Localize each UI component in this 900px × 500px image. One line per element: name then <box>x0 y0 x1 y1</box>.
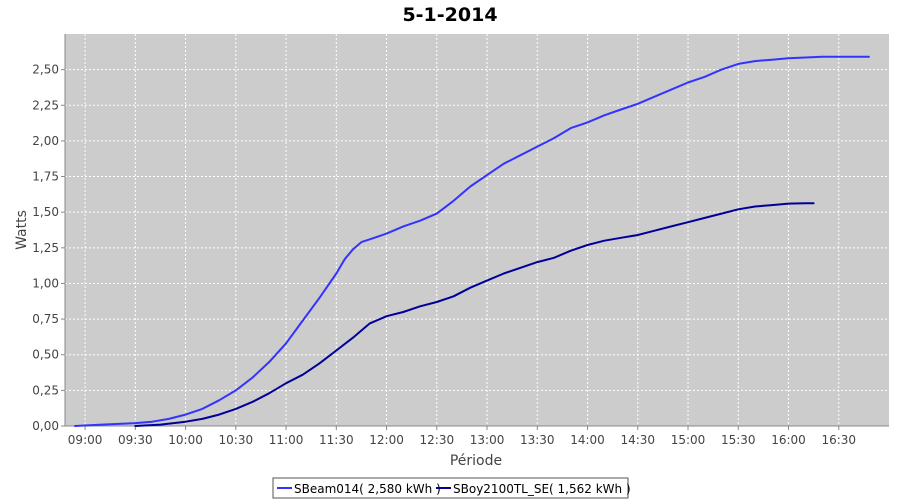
x-tick-label: 11:30 <box>319 433 354 447</box>
series-lines <box>74 55 870 427</box>
y-axis-ticks: 0,00 0,25 0,50 0,75 1,00 1,25 1,50 1,75 2,00 2,25… <box>32 63 65 433</box>
y-tick-label: 0,25 <box>32 383 59 397</box>
y-tick-label: 2,00 <box>32 134 59 148</box>
x-axis-ticks: 09:00 09:30 10:00 10:30 11:00 11:30 12:00 12:30… <box>68 426 856 447</box>
y-tick-label: 1,00 <box>32 276 59 290</box>
x-tick-label: 16:00 <box>771 433 806 447</box>
legend-label-sboy2100tl-se: SBoy2100TL_SE( 1,562 kWh ) <box>453 482 631 496</box>
x-tick-label: 09:30 <box>118 433 153 447</box>
y-tick-label: 0,75 <box>32 312 59 326</box>
y-tick-label: 2,50 <box>32 63 59 77</box>
legend-label-sbeam014: SBeam014( 2,580 kWh ) <box>294 482 441 496</box>
y-tick-label: 1,75 <box>32 170 59 184</box>
y-tick-label: 0,50 <box>32 348 59 362</box>
x-tick-label: 15:00 <box>671 433 706 447</box>
chart-title: 5-1-2014 <box>402 4 497 26</box>
plot-area <box>65 34 889 426</box>
x-tick-label: 16:30 <box>821 433 856 447</box>
x-tick-label: 13:30 <box>520 433 555 447</box>
y-axis-title: Watts <box>14 210 30 250</box>
x-tick-label: 10:30 <box>219 433 254 447</box>
x-gridlines <box>84 34 840 426</box>
y-tick-label: 0,00 <box>32 419 59 433</box>
x-tick-label: 14:00 <box>570 433 605 447</box>
series-line-sbeam014 <box>74 55 870 427</box>
series-line-sboy2100tl-se <box>134 202 815 427</box>
y-tick-label: 1,25 <box>32 241 59 255</box>
x-tick-label: 12:00 <box>369 433 404 447</box>
x-tick-label: 15:30 <box>721 433 756 447</box>
y-tick-label: 1,50 <box>32 205 59 219</box>
legend: SBeam014( 2,580 kWh ) SBoy2100TL_SE( 1,5… <box>272 477 631 499</box>
x-axis-title: Période <box>450 453 502 469</box>
x-tick-label: 14:30 <box>620 433 655 447</box>
y-tick-label: 2,25 <box>32 98 59 112</box>
x-tick-label: 10:00 <box>168 433 203 447</box>
x-tick-label: 11:00 <box>269 433 304 447</box>
x-tick-label: 09:00 <box>68 433 103 447</box>
x-tick-label: 12:30 <box>420 433 455 447</box>
x-tick-label: 13:00 <box>470 433 505 447</box>
